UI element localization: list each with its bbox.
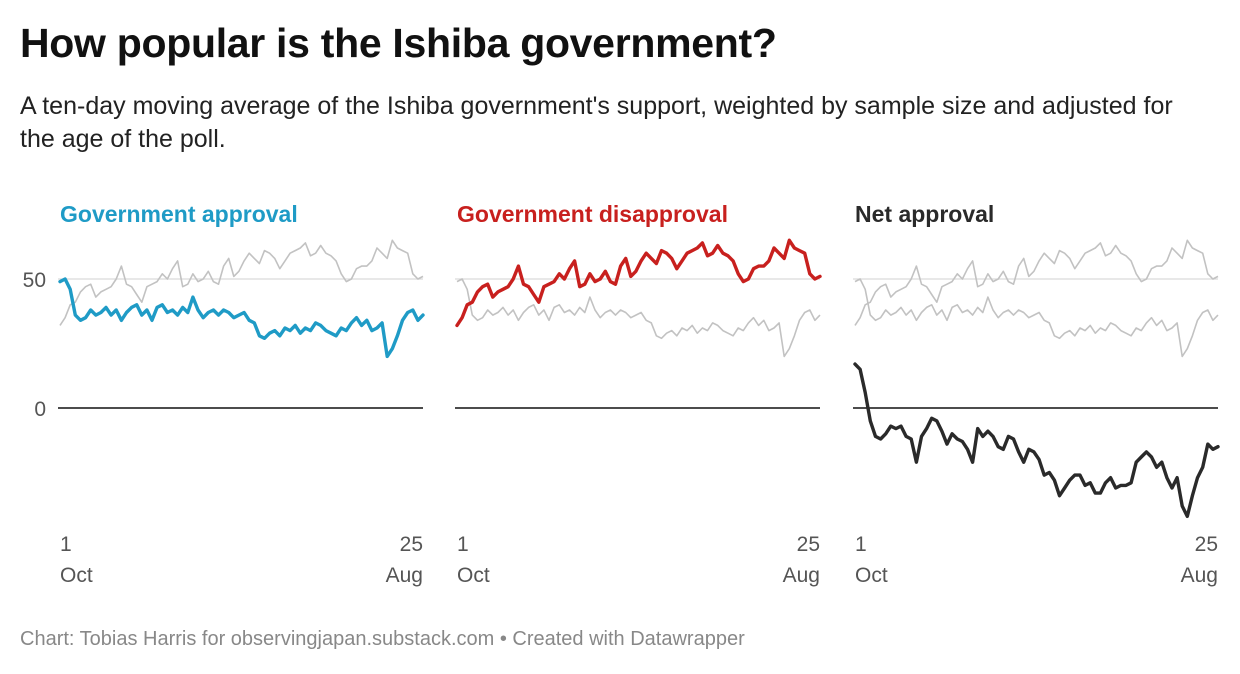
panel-1-context-line-disapproval <box>59 239 424 326</box>
panel-3-xtick-end-day: 25 <box>1195 533 1218 556</box>
panel-1-title: Government approval <box>60 201 298 227</box>
panel-1-xtick-start-month: Oct <box>60 564 93 587</box>
panel-1-xtick-start-day: 1 <box>60 533 72 556</box>
panel-2-xtick-start-day: 1 <box>457 533 469 556</box>
panel-3-series-line-net <box>853 362 1220 519</box>
page-subtitle: A ten-day moving average of the Ishiba g… <box>20 92 1173 153</box>
panel-1-ytick-50: 50 <box>23 269 46 292</box>
panel-1-series-line-approval <box>58 277 425 359</box>
page-title: How popular is the Ishiba government? <box>20 20 777 66</box>
panel-2-xtick-end-day: 25 <box>797 533 820 556</box>
panel-3-xtick-start-month: Oct <box>855 564 888 587</box>
panel-3-context-line-disapproval <box>854 239 1219 326</box>
panel-3-xtick-end-month: Aug <box>1181 564 1218 587</box>
chart-credit: Chart: Tobias Harris for observingjapan.… <box>20 628 745 650</box>
panel-2-xtick-start-month: Oct <box>457 564 490 587</box>
panel-3-title: Net approval <box>855 201 994 227</box>
panel-1-ytick-0: 0 <box>34 398 46 421</box>
panel-1-xtick-end-month: Aug <box>386 564 423 587</box>
panel-3-context-line-approval <box>854 278 1219 358</box>
panel-1-xtick-end-day: 25 <box>400 533 423 556</box>
panel-2-series-line-disapproval <box>455 238 822 328</box>
panel-3-xtick-start-day: 1 <box>855 533 867 556</box>
panel-2-xtick-end-month: Aug <box>783 564 820 587</box>
panel-2-title: Government disapproval <box>457 201 728 227</box>
panel-2-context-line-approval <box>456 278 821 358</box>
